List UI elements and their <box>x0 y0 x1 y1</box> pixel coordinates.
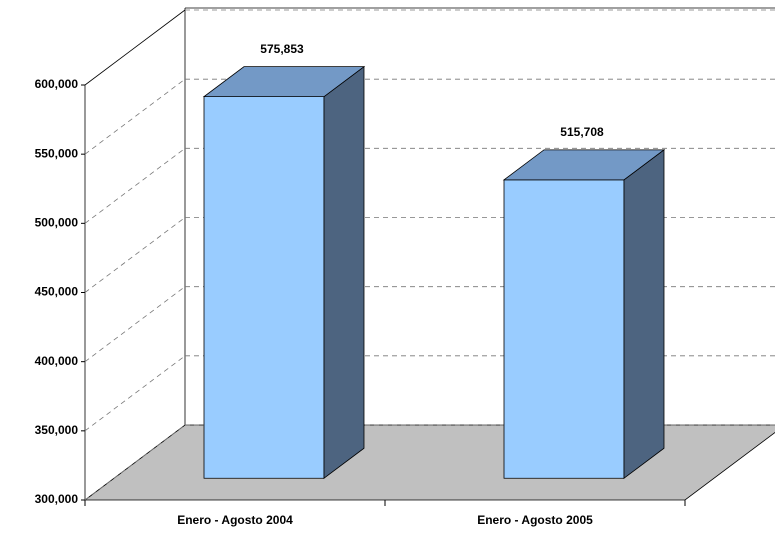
bar-front <box>503 179 625 479</box>
grid-line-side <box>84 148 186 224</box>
grid-line-side <box>84 78 186 155</box>
value-label: 515,708 <box>560 125 604 139</box>
grid-line-side <box>84 355 186 432</box>
grid-line-side <box>84 9 186 86</box>
y-tick-label: 350,000 <box>35 423 79 437</box>
bar-side <box>323 65 365 480</box>
y-tick-label: 550,000 <box>35 146 79 160</box>
y-tick-label: 400,000 <box>35 354 79 368</box>
grid-line-side <box>84 217 186 293</box>
grid-line-side <box>84 424 186 501</box>
y-tick-label: 450,000 <box>35 285 79 299</box>
x-tick-label: Enero - Agosto 2005 <box>477 513 593 527</box>
y-tick-label: 300,000 <box>35 492 79 506</box>
bar-top <box>202 66 366 98</box>
value-label: 575,853 <box>260 42 304 56</box>
bar-side <box>623 149 665 480</box>
y-tick-label: 500,000 <box>35 216 79 230</box>
x-tick-label: Enero - Agosto 2004 <box>177 513 293 527</box>
floor <box>83 424 775 501</box>
bar-front <box>203 96 325 479</box>
bar-top <box>502 149 666 181</box>
grid-line-side <box>84 286 186 362</box>
y-tick-label: 600,000 <box>35 77 79 91</box>
